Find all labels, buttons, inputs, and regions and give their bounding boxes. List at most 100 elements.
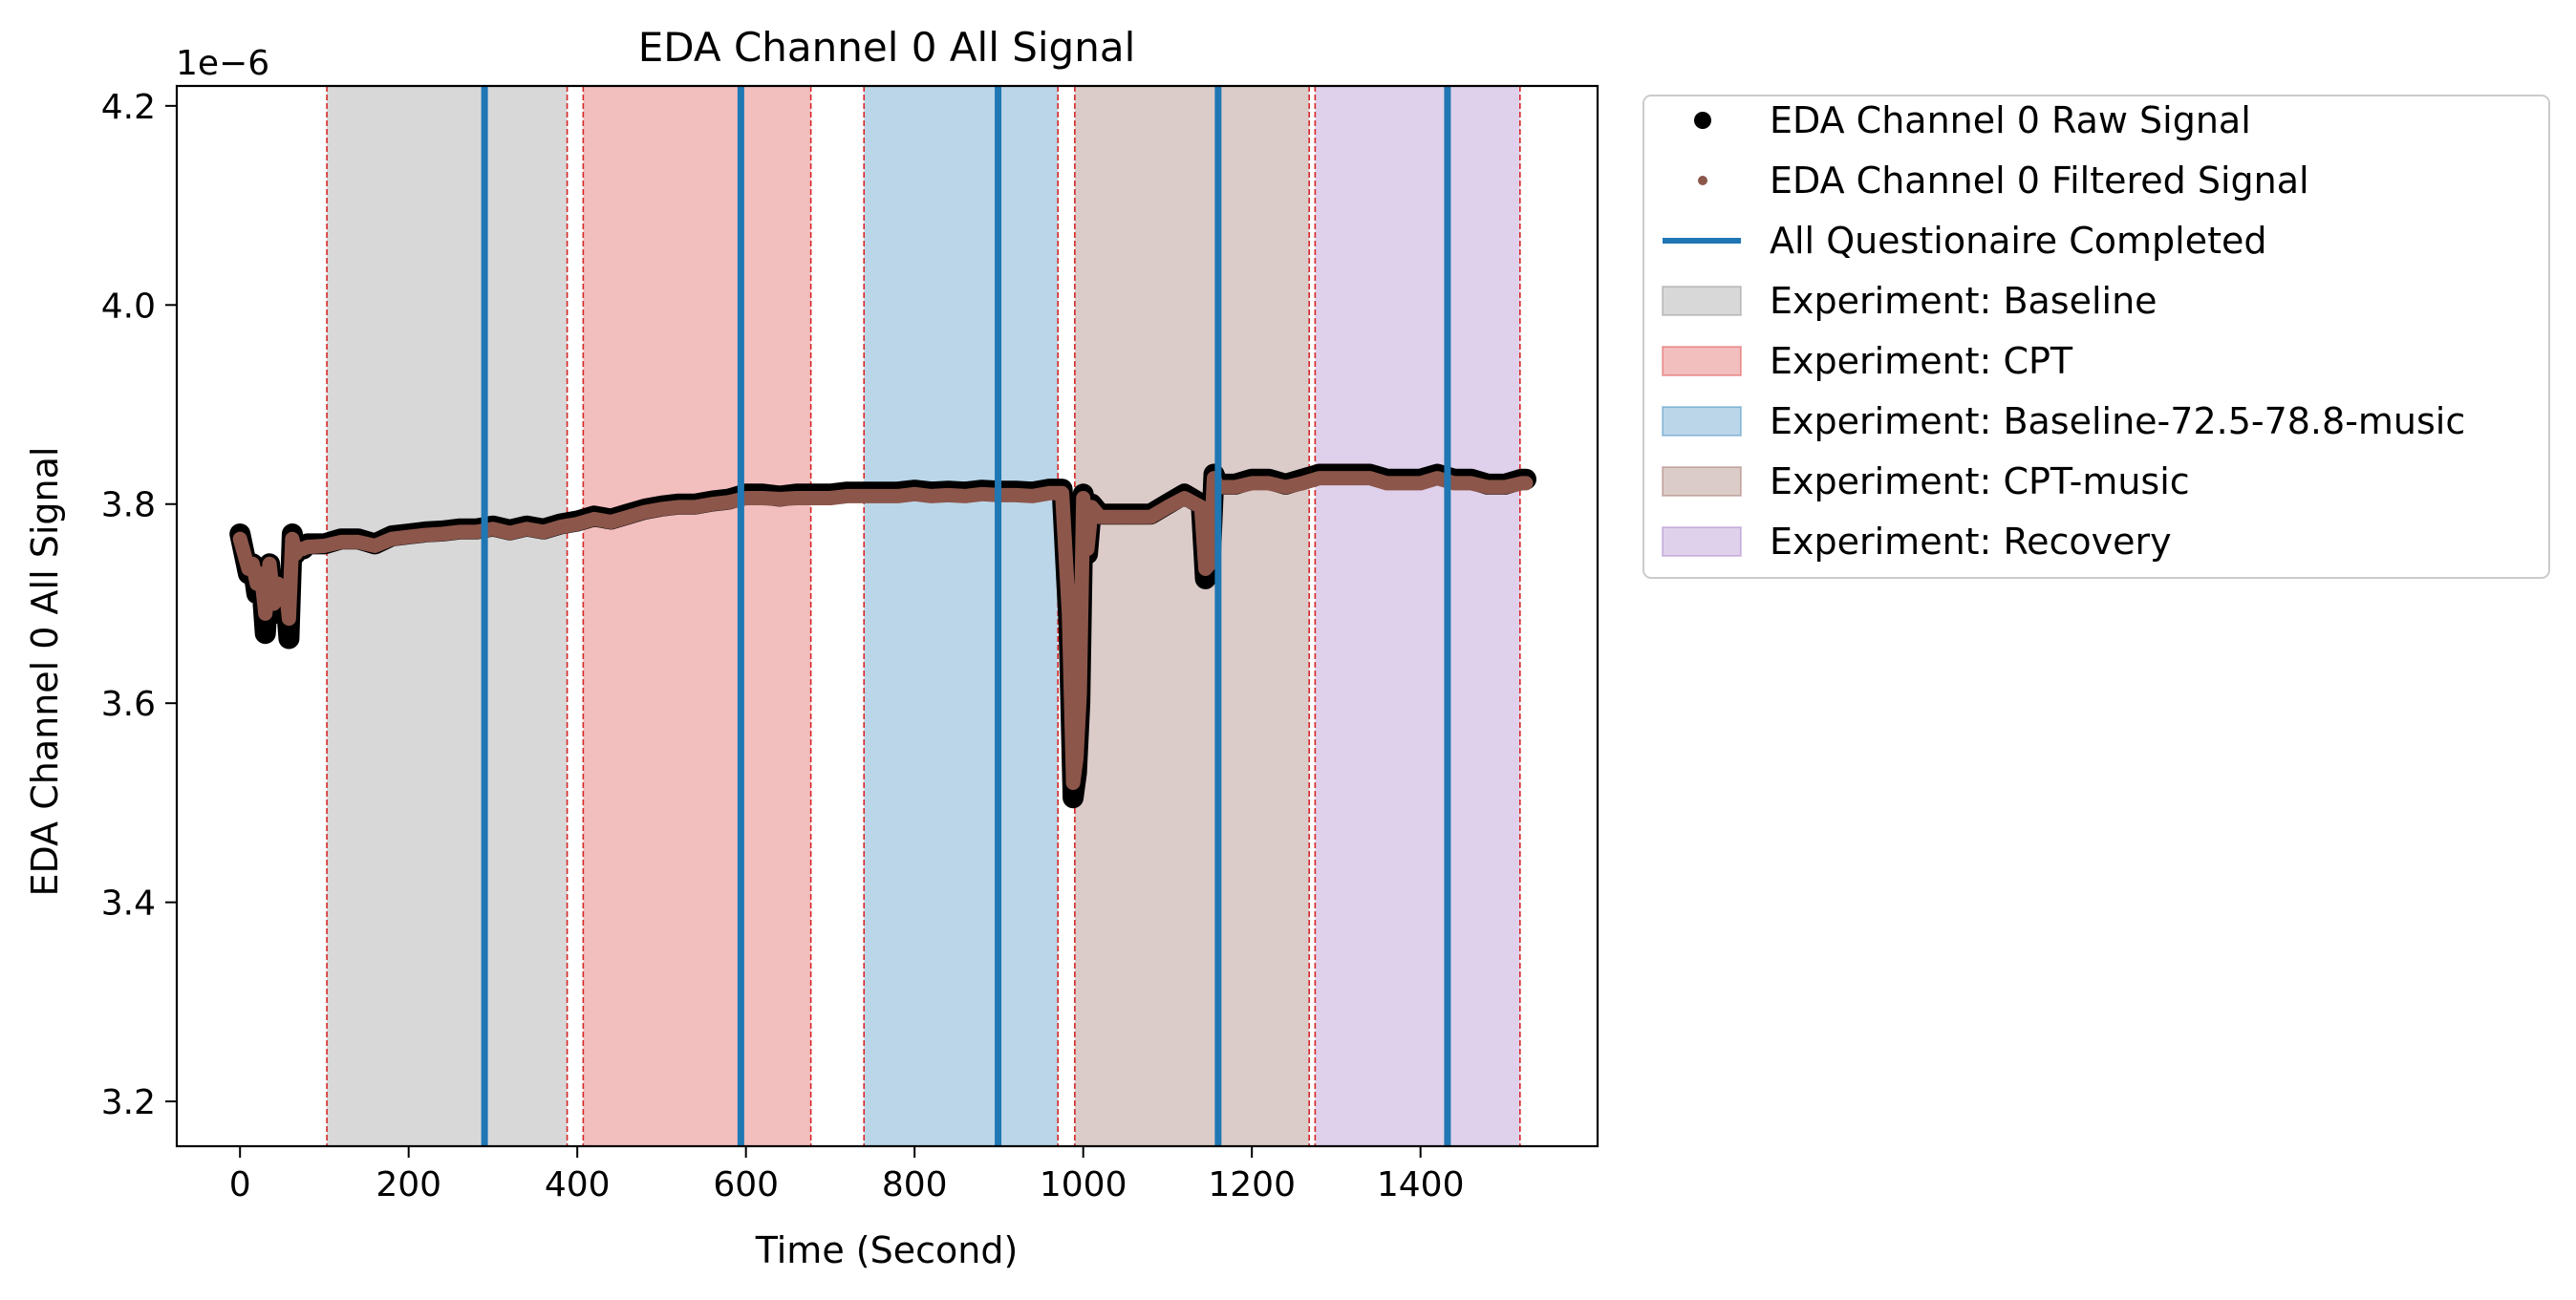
series-1-point-47: [808, 493, 819, 503]
series-1-point-54: [926, 491, 936, 501]
questionnaire-lines: [481, 86, 1451, 1146]
series-1-point-55: [943, 490, 954, 501]
series-1-point-70: [1095, 512, 1106, 522]
y-axis-label: EDA Channel 0 All Signal: [24, 447, 66, 897]
series-1-point-0: [235, 534, 246, 544]
series-1-point-31: [538, 526, 548, 537]
series-1-point-60: [1027, 491, 1038, 501]
y-tick-label-0: 3.2: [101, 1083, 156, 1122]
series-1-point-13: [287, 534, 297, 544]
series-0-point-12: [280, 629, 298, 648]
series-1-point-73: [1146, 512, 1156, 522]
series-1-point-32: [555, 522, 566, 532]
y-tick-label-4: 4.0: [101, 287, 156, 326]
series-1-point-71: [1111, 512, 1122, 522]
legend-label-7: Experiment: Recovery: [1770, 521, 2172, 563]
series-1-point-24: [420, 530, 431, 541]
series-1-point-63: [1063, 608, 1074, 619]
series-1-point-96: [1483, 482, 1493, 493]
series-1-point-87: [1331, 473, 1342, 483]
region-1: [583, 86, 811, 1146]
x-tick-label-7: 1400: [1377, 1165, 1465, 1204]
series-1-point-76: [1196, 501, 1207, 512]
experiment-regions: [327, 86, 1520, 1146]
series-1-point-50: [859, 491, 869, 501]
x-tick-label-4: 800: [882, 1165, 948, 1204]
series-1-point-18: [319, 541, 330, 551]
series-1-point-48: [825, 493, 835, 503]
legend-label-1: EDA Channel 0 Filtered Signal: [1770, 160, 2309, 202]
series-1-point-1: [239, 548, 249, 559]
series-1-point-41: [707, 499, 718, 509]
series-1-point-3: [247, 559, 258, 569]
series-1-point-65: [1071, 753, 1082, 763]
x-tick-label-2: 400: [545, 1165, 611, 1204]
series-1-point-52: [892, 491, 903, 501]
series-1-point-78: [1205, 559, 1215, 569]
series-1-point-92: [1415, 478, 1426, 488]
series-1-point-37: [639, 507, 650, 518]
series-1-point-34: [589, 514, 599, 524]
y-tick-label-3: 3.8: [101, 486, 156, 525]
series-1-point-5: [256, 568, 267, 579]
series-1-point-40: [690, 501, 700, 512]
region-2: [864, 86, 1059, 1146]
series-1-point-42: [724, 497, 735, 507]
legend-patch-4: [1662, 346, 1742, 376]
legend-label-6: Experiment: CPT-music: [1770, 460, 2190, 502]
x-tick-label-3: 600: [713, 1165, 779, 1204]
x-tick-label-0: 0: [229, 1165, 251, 1204]
series-1-point-25: [437, 529, 447, 540]
legend-patch-5: [1662, 406, 1742, 437]
x-tick-label-1: 200: [376, 1165, 441, 1204]
series-1-point-38: [656, 503, 667, 514]
series-1-point-51: [875, 491, 886, 501]
series-1-point-29: [504, 527, 515, 538]
series-1-point-88: [1348, 473, 1359, 483]
series-1-point-20: [353, 537, 363, 547]
series-1-point-21: [370, 541, 380, 551]
series-1-point-36: [623, 512, 633, 522]
series-1-point-49: [842, 491, 852, 501]
series-1-point-53: [910, 489, 920, 500]
series-1-point-94: [1449, 478, 1459, 488]
series-1-point-35: [606, 517, 616, 527]
series-1-point-4: [251, 579, 262, 589]
series-0-point-64: [1064, 789, 1083, 807]
series-1-point-22: [387, 534, 397, 544]
series-1-point-91: [1399, 478, 1409, 488]
region-4: [1315, 86, 1520, 1146]
series-1-point-26: [454, 526, 464, 537]
legend-marker-1: [1698, 176, 1707, 185]
series-1-point-62: [1057, 488, 1067, 499]
series-1-point-30: [522, 523, 532, 534]
series-1-point-85: [1298, 478, 1308, 488]
series-1-point-45: [774, 494, 784, 504]
series-1-point-69: [1086, 501, 1097, 512]
series-1-point-84: [1280, 482, 1291, 493]
series-1-point-68: [1083, 543, 1093, 554]
plot-area-frame: [175, 84, 1599, 1148]
series-1-point-19: [336, 537, 347, 547]
y-tick-label-5: 4.2: [101, 88, 156, 127]
series-1-point-74: [1162, 501, 1172, 512]
legend-label-4: Experiment: CPT: [1770, 340, 2073, 382]
series-1-point-46: [791, 493, 802, 503]
legend-marker-0: [1694, 112, 1711, 129]
series-1-point-27: [471, 526, 482, 537]
x-tick-label-6: 1200: [1208, 1165, 1296, 1204]
legend-label-3: Experiment: Baseline: [1770, 280, 2157, 322]
series-1-point-12: [284, 613, 294, 624]
chart-title: EDA Channel 0 All Signal: [638, 24, 1136, 71]
series-1-point-75: [1179, 493, 1190, 503]
series-1-point-67: [1078, 493, 1088, 503]
series-1-point-72: [1128, 512, 1139, 522]
series-1-point-86: [1314, 473, 1324, 483]
series-1-point-23: [403, 532, 414, 543]
series-1-point-64: [1068, 778, 1079, 788]
series-1-point-97: [1499, 482, 1510, 493]
series-1-point-61: [1044, 488, 1055, 499]
series-1-point-11: [281, 588, 291, 599]
y-axis-ticks: 3.2 3.4 3.6 3.8 4.0 4.2: [101, 88, 177, 1122]
y-tick-label-2: 3.6: [101, 685, 156, 724]
